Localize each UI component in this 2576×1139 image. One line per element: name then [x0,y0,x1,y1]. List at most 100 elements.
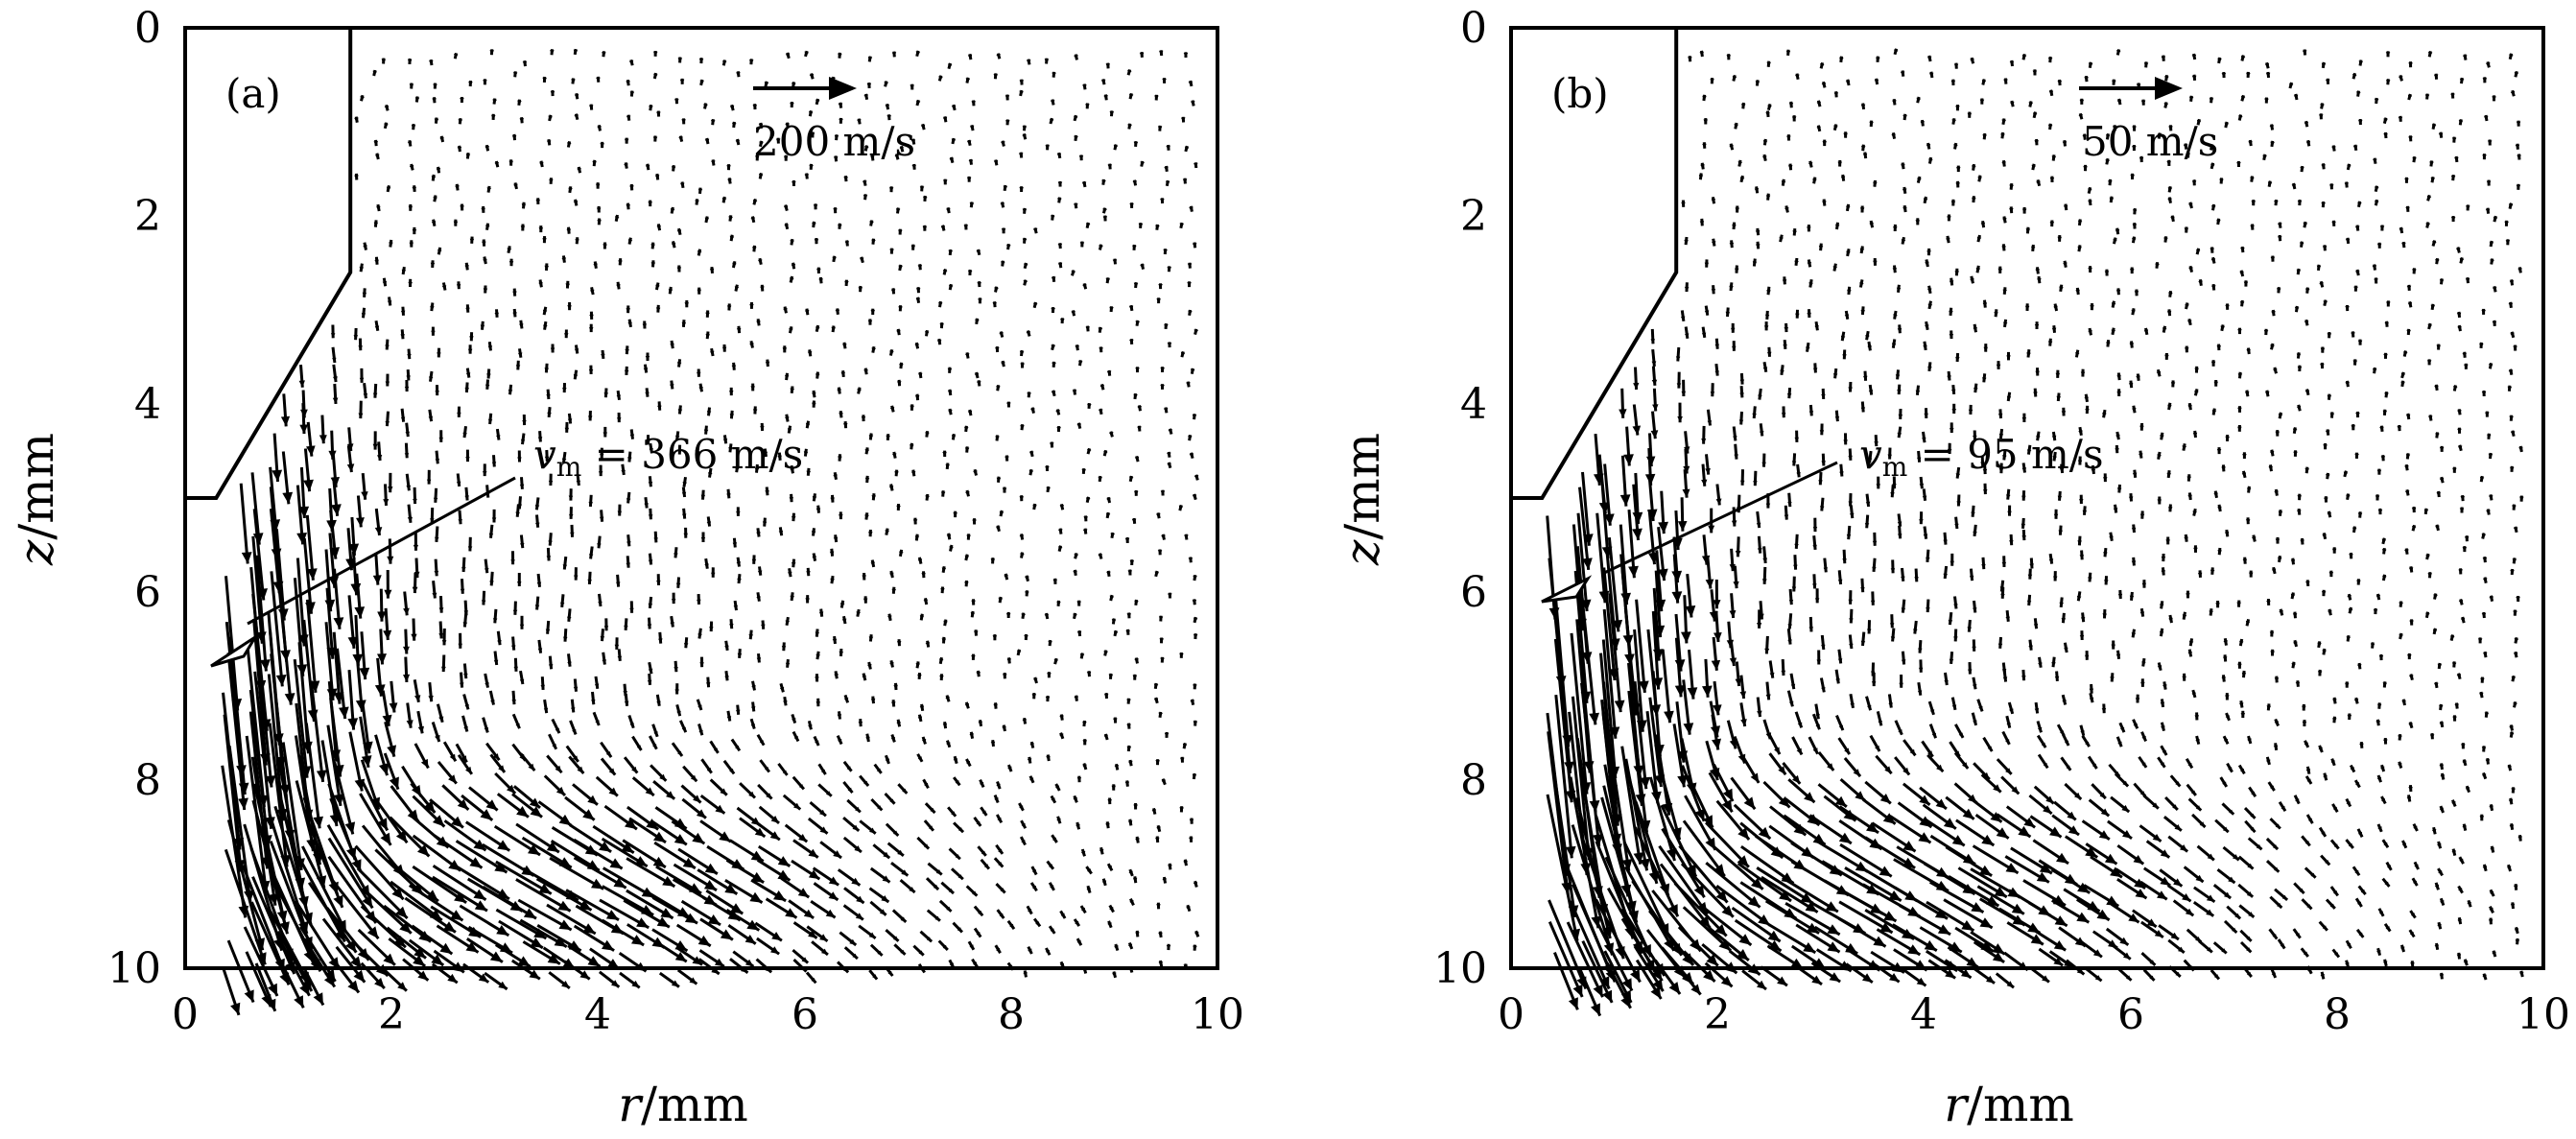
vector-head [653,831,666,842]
vector-head [876,768,882,773]
vector-head [2221,73,2227,79]
vector-head [2321,62,2327,68]
vector-head [1107,865,1112,871]
velocity-vector [361,472,368,500]
vector-head [889,798,895,804]
vector-head [967,410,973,416]
vector-head [1699,51,1704,57]
vector-head [1183,860,1188,866]
velocity-vector [519,670,525,685]
velocity-vector [891,909,908,924]
velocity-vector [1179,652,1184,658]
velocity-vector [967,409,973,416]
vector-head [1107,799,1112,805]
vector-head [647,679,652,685]
vector-head [1058,529,1063,534]
vector-head [863,598,868,604]
vector-shaft [252,509,266,601]
vector-head [548,540,553,546]
vector-head [1127,570,1132,576]
vector-head [1001,361,1005,368]
velocity-vector [2084,75,2089,83]
vector-head [372,70,377,76]
vector-head [749,891,763,903]
velocity-vector [942,721,948,729]
velocity-vector [406,369,411,381]
velocity-vector [785,658,791,668]
vector-head [783,155,789,161]
vector-head [803,909,815,918]
velocity-vector [543,320,548,330]
vector-head [401,269,407,274]
velocity-vector [815,324,820,333]
vector-head [996,477,1002,483]
velocity-vector [804,173,809,179]
velocity-vector [624,162,628,169]
velocity-vector [384,969,408,992]
velocity-vector [919,613,925,621]
velocity-vector [1874,78,1879,85]
vector-head [613,877,626,889]
vector-head [943,179,948,185]
velocity-vector [360,779,390,832]
velocity-vector [2188,95,2194,102]
vector-head [1105,512,1111,518]
velocity-vector [2003,78,2008,84]
vector-head [599,841,612,852]
vector-head [837,389,841,394]
velocity-vector [488,524,494,538]
velocity-vector [626,114,631,121]
vector-head [405,431,410,438]
velocity-vector [886,842,905,857]
velocity-vector [626,202,630,210]
velocity-vector [333,961,361,994]
vector-head [2028,102,2033,107]
vector-head [818,611,824,617]
vector-head [804,174,809,179]
velocity-vector [508,258,514,267]
velocity-vector [914,393,920,401]
vector-head [1052,837,1057,842]
velocity-vector [1050,795,1057,804]
velocity-vector [1158,931,1163,938]
vector-head [1821,83,1826,88]
velocity-vector [939,322,944,329]
vector-head [403,674,411,682]
vector-head [626,562,630,568]
velocity-vector [374,734,390,776]
vector-head [1003,674,1007,679]
vector-head [2241,95,2246,102]
vector-head [882,875,890,883]
vector-head [896,722,901,727]
velocity-vector [864,512,869,520]
velocity-vector [567,302,572,311]
vector-head [1002,725,1006,731]
velocity-vector [1020,362,1025,368]
velocity-vector [1167,266,1171,273]
velocity-vector [517,99,522,106]
velocity-vector [858,719,863,727]
velocity-vector [993,857,1004,868]
velocity-vector [976,249,981,256]
vector-head [1057,262,1063,269]
velocity-vector [711,567,716,578]
velocity-vector [790,238,794,246]
vector-head [298,506,310,518]
velocity-vector [706,676,711,688]
velocity-vector [548,733,558,750]
vector-head [650,244,655,249]
velocity-vector [648,553,653,565]
vector-head [1027,392,1031,398]
vector-head [1022,133,1027,140]
velocity-vector [431,174,437,181]
vector-head [1025,591,1029,597]
vector-head [841,618,847,624]
vector-head [894,471,899,477]
vector-head [473,839,486,851]
velocity-vector [602,652,606,665]
velocity-vector [1105,821,1110,829]
velocity-vector [1181,116,1186,123]
velocity-vector [568,186,573,194]
velocity-vector [458,632,462,649]
vector-head [1019,496,1024,502]
